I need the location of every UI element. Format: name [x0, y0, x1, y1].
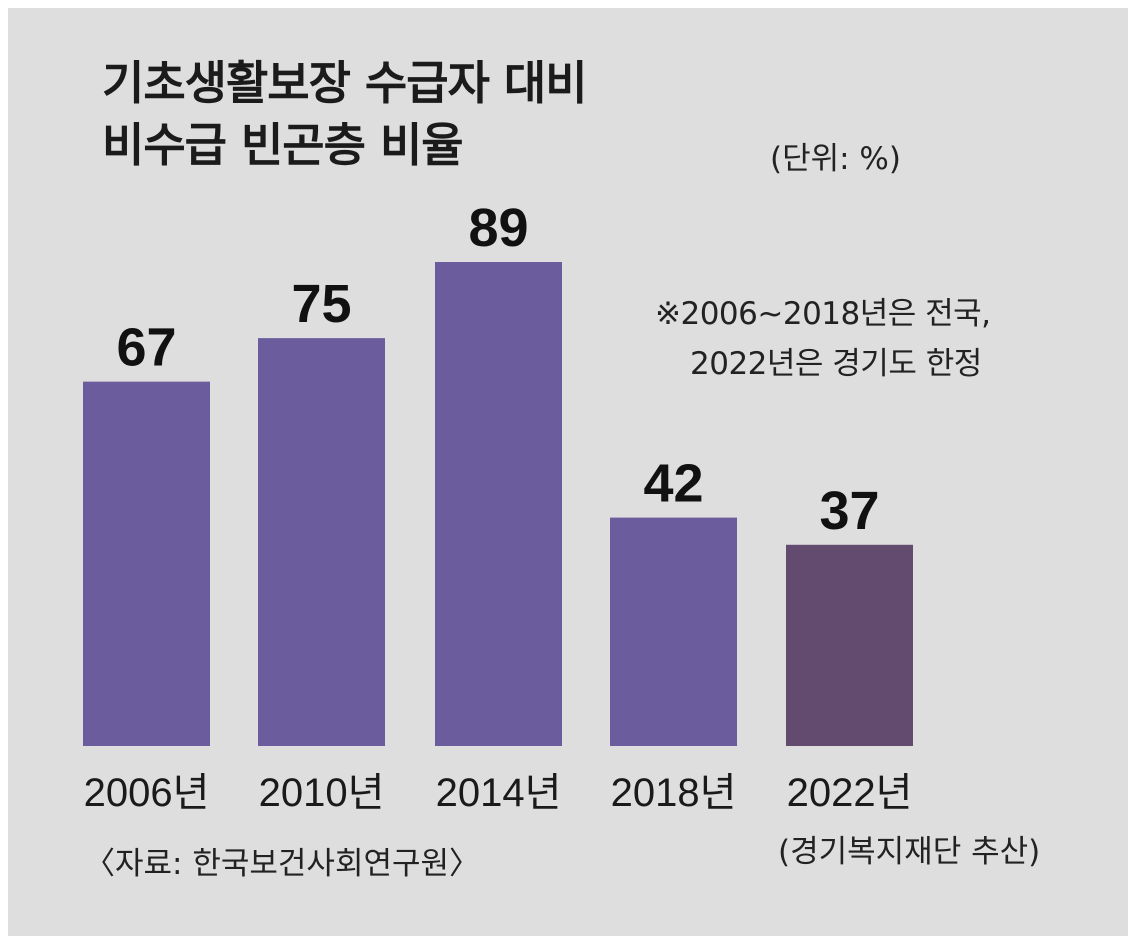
- x-tick-label-2010년: 2010년: [259, 771, 385, 815]
- x-tick-label-2018년: 2018년: [611, 771, 737, 815]
- unit-label: (단위: %): [770, 141, 901, 177]
- bar-2018년: [610, 517, 737, 746]
- data-label-2010년: 75: [291, 274, 351, 334]
- chart-title-line1: 기초생활보장 수급자 대비: [102, 56, 588, 110]
- bar-2006년: [83, 381, 210, 746]
- bar-2022년: [786, 544, 913, 746]
- x-tick-label-2014년: 2014년: [436, 771, 562, 815]
- bar-2014년: [435, 262, 562, 746]
- bar-2010년: [258, 338, 385, 746]
- source-note: 〈자료: 한국보건사회연구원〉: [84, 846, 481, 882]
- data-label-2018년: 42: [643, 454, 703, 514]
- chart-title-line2: 비수급 빈곤층 비율: [102, 118, 464, 172]
- data-label-2014년: 89: [468, 198, 528, 258]
- data-label-2006년: 67: [116, 318, 176, 378]
- x-tick-label-2006년: 2006년: [84, 771, 210, 815]
- estimate-note: (경기복지재단 추산): [778, 834, 1041, 870]
- data-label-2022년: 37: [819, 481, 879, 541]
- x-tick-label-2022년: 2022년: [787, 771, 913, 815]
- scope-note-line1: ※2006~2018년은 전국,: [655, 296, 991, 332]
- scope-note-line2: 2022년은 경기도 한정: [690, 346, 982, 382]
